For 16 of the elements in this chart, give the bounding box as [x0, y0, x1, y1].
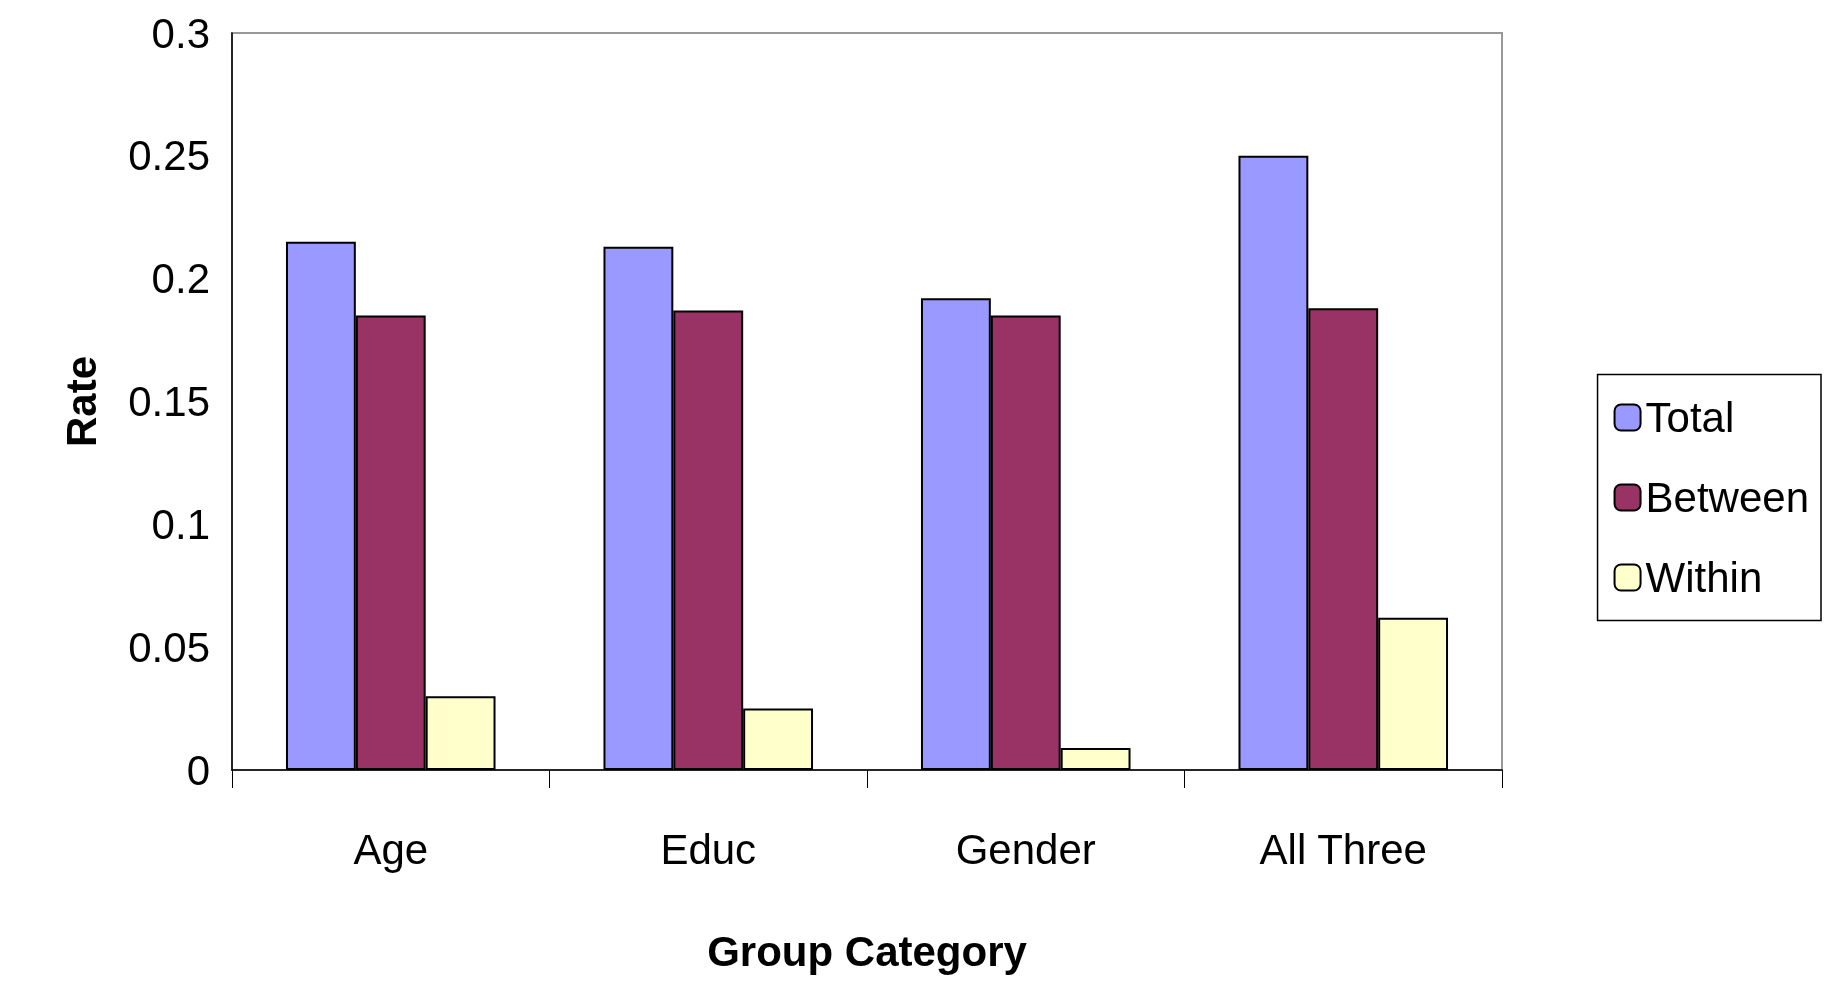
- x-tick-label: Gender: [955, 825, 1096, 873]
- y-tick-label: 0.15: [128, 378, 210, 425]
- x-tick-label: Age: [353, 825, 429, 873]
- y-tick-label: 0.1: [151, 500, 210, 548]
- y-axis-title: Rate: [57, 355, 105, 448]
- y-tick-label: 0.2: [151, 255, 210, 303]
- legend-label: Within: [1645, 554, 1763, 601]
- y-tick-label: 0.3: [151, 9, 210, 57]
- y-tick-label: 0: [186, 746, 210, 794]
- y-tick-label: 0.25: [128, 132, 210, 180]
- x-axis-title: Group Category: [707, 927, 1028, 975]
- x-tick-label: Educ: [660, 825, 757, 873]
- legend-label: Total: [1645, 394, 1735, 441]
- legend-label: Between: [1645, 474, 1810, 521]
- y-tick-label: 0.05: [128, 623, 210, 671]
- x-tick-label: All Three: [1259, 825, 1427, 873]
